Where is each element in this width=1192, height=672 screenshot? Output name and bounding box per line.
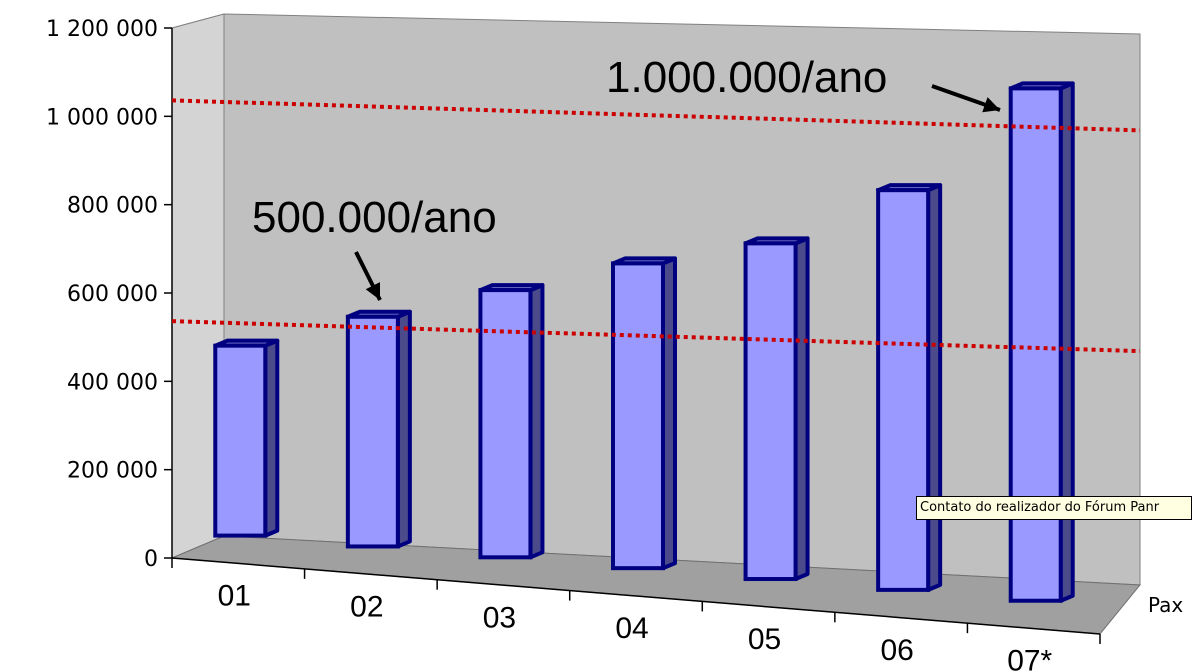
bar-06: [876, 183, 943, 592]
bar-01: [213, 338, 280, 538]
y-tick-label: 400 000: [67, 370, 158, 395]
bar-front-face: [611, 261, 665, 571]
y-tick-label: 200 000: [67, 459, 158, 484]
annotations: 500.000/ano 1.000.000/ano: [252, 53, 1001, 301]
reference-line: [171, 319, 1141, 354]
reference-lines: [171, 98, 1141, 354]
bar-front-face: [1008, 86, 1063, 603]
arrow-head: [982, 97, 1000, 113]
arrow-head: [365, 282, 380, 300]
y-tick-label: 0: [144, 547, 158, 572]
bar-03: [478, 283, 545, 560]
y-tick-label: 1 000 000: [46, 105, 158, 130]
bar-04: [611, 256, 677, 571]
x-tick-label: 02: [350, 590, 383, 623]
bar-front-face: [345, 314, 400, 549]
x-tick-label: 07*: [1007, 645, 1052, 672]
reference-line: [171, 98, 1141, 133]
y-tick-label: 600 000: [67, 282, 158, 307]
y-tick-label: 800 000: [67, 194, 158, 219]
x-axis: 01 02 03 04 05 06 07* Pax: [171, 557, 1183, 672]
bar-front-face: [478, 288, 533, 560]
x-tick-label: 06: [880, 634, 913, 667]
x-axis-label: Pax: [1148, 593, 1183, 617]
y-axis: 0 200 000 400 000 600 000 800 000 1 000 000 1 …: [46, 17, 173, 572]
x-tick-label: 01: [218, 580, 251, 613]
bar-front-face: [876, 188, 931, 592]
bar-07*: [1008, 81, 1075, 603]
bar-05: [743, 236, 810, 582]
reference-line-label: 1.000.000/ano: [606, 53, 887, 102]
hover-tooltip: Contato do realizador do Fórum Panr: [916, 496, 1192, 520]
bars-group: [213, 81, 1075, 603]
bar-02: [345, 309, 412, 549]
bar-front-face: [213, 343, 268, 538]
y-tick-label: 1 200 000: [46, 17, 158, 42]
x-tick-label: 05: [748, 623, 781, 656]
x-tick-label: 04: [615, 612, 648, 645]
x-tick-label: 03: [483, 601, 516, 634]
bar-front-face: [743, 241, 798, 582]
reference-line-label: 500.000/ano: [252, 193, 497, 242]
x-axis-line: [171, 557, 1101, 635]
